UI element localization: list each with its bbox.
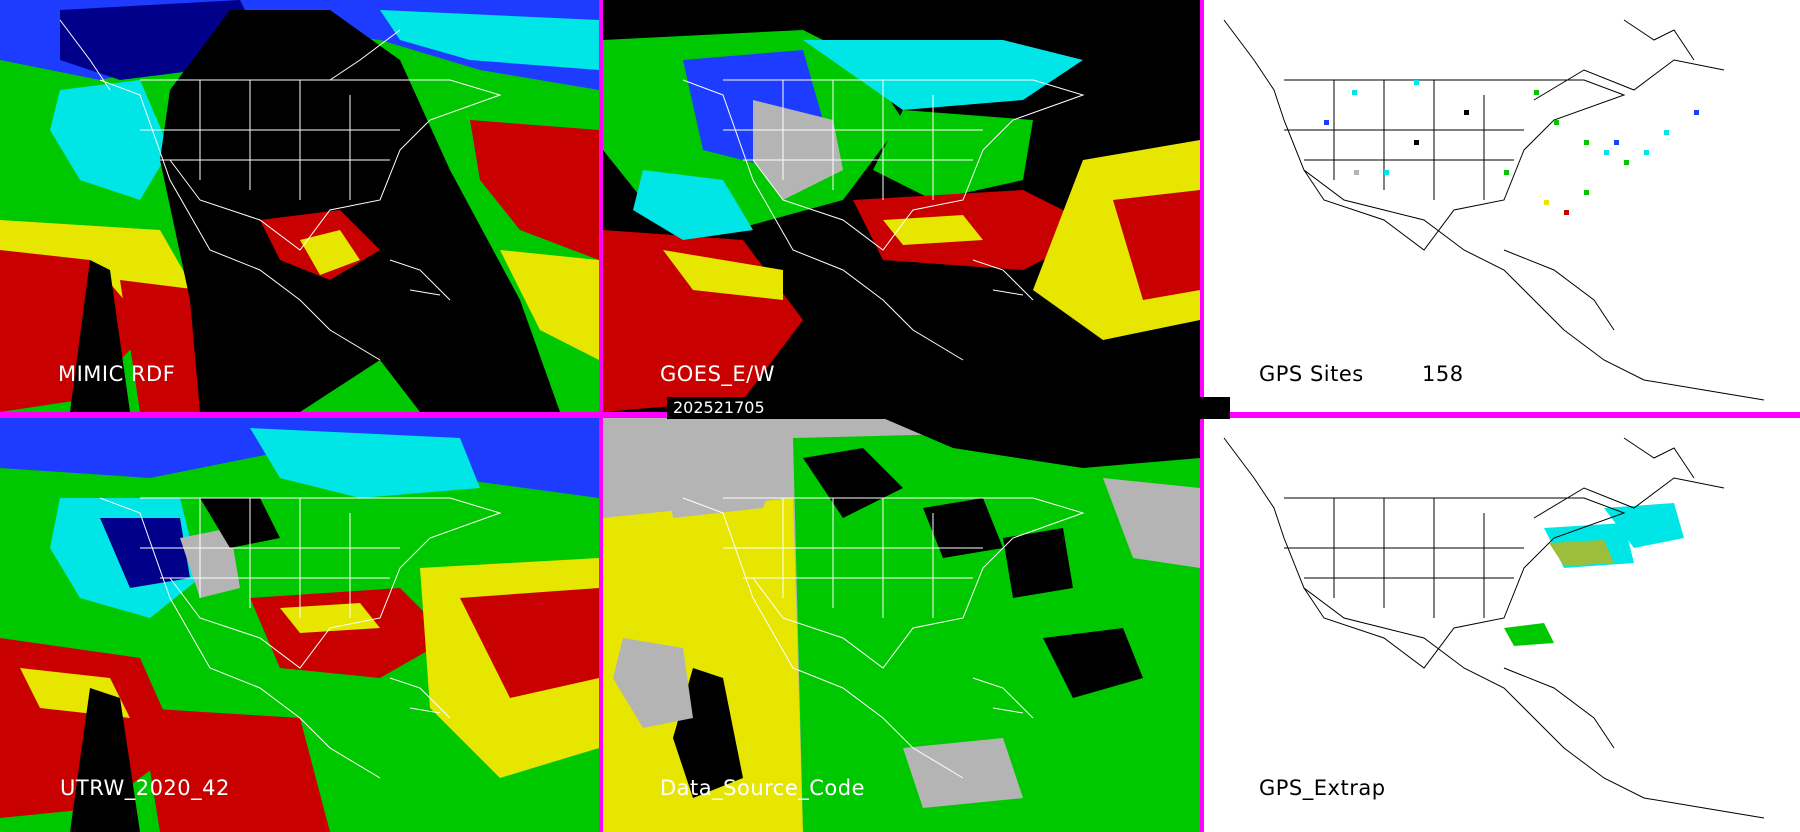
- map-panel-gps-sites: GPS Sites 158: [1204, 0, 1800, 412]
- timestamp-bar: 202521705: [667, 397, 1230, 419]
- moisture-map: [0, 0, 599, 412]
- panel-label: GOES_E/W: [660, 362, 776, 386]
- panel-label: GPS_Extrap: [1259, 776, 1386, 800]
- gps-extrap-map: [1223, 437, 1765, 819]
- panel-label: UTRW_2020_42: [60, 776, 230, 800]
- map-panel-gps-extrap: GPS_Extrap: [1204, 418, 1800, 832]
- moisture-map: [603, 0, 1200, 412]
- map-panel-utrw: UTRW_2020_42: [0, 418, 599, 832]
- panel-label: MIMIC RDF: [58, 362, 176, 386]
- map-panel-dsc: Data_Source_Code: [603, 418, 1200, 832]
- gps-site-count: 158: [1422, 362, 1464, 386]
- source-code-map: [603, 418, 1200, 832]
- gps-site-map: [1223, 19, 1765, 401]
- panel-label: GPS Sites: [1259, 362, 1364, 386]
- panel-label: Data_Source_Code: [660, 776, 866, 800]
- map-panel-goes: GOES_E/W: [603, 0, 1200, 412]
- map-panel-mimic: MIMIC RDF: [0, 0, 599, 412]
- moisture-map: [0, 418, 599, 832]
